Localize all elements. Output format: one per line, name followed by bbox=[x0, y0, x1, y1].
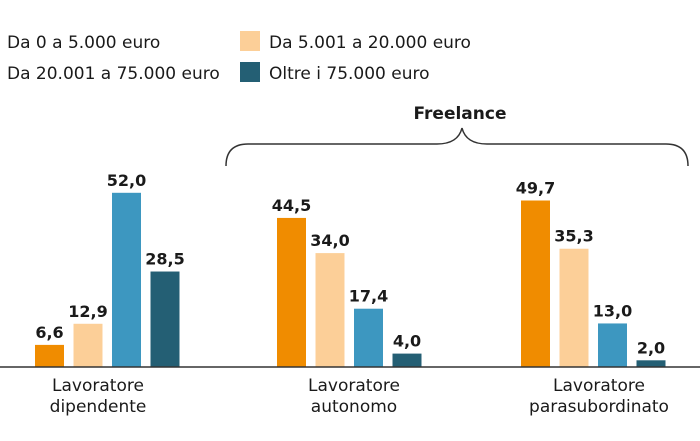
bar bbox=[392, 353, 422, 367]
legend-swatch bbox=[240, 62, 260, 82]
bar bbox=[598, 323, 627, 367]
bracket-line bbox=[225, 127, 689, 167]
bar bbox=[35, 344, 64, 367]
value-label: 28,5 bbox=[145, 250, 184, 269]
freelance-bracket: Freelance bbox=[225, 104, 689, 167]
category-label: Lavoratore parasubordinato bbox=[529, 376, 669, 417]
value-label: 52,0 bbox=[107, 171, 146, 190]
value-label: 49,7 bbox=[516, 179, 555, 198]
value-label: 17,4 bbox=[349, 287, 388, 306]
bracket-label: Freelance bbox=[414, 104, 507, 124]
bar bbox=[150, 271, 180, 367]
legend-label: Oltre i 75.000 euro bbox=[269, 64, 430, 84]
value-label: 34,0 bbox=[310, 231, 349, 250]
bars: 6,6 44,5 49,7 12,9 34,0 35,3 52,0 17,4 13,0 28,5 4… bbox=[35, 171, 666, 367]
value-label: 2,0 bbox=[637, 338, 665, 357]
value-label: 44,5 bbox=[272, 196, 311, 215]
bar bbox=[315, 253, 345, 367]
bar bbox=[354, 308, 383, 367]
bar bbox=[521, 200, 550, 367]
value-label: 6,6 bbox=[35, 323, 63, 342]
category-labels: Lavoratore dipendente Lavoratore autonomo La… bbox=[50, 376, 669, 417]
legend-label: Da 0 a 5.000 euro bbox=[7, 33, 160, 53]
value-label: 35,3 bbox=[554, 227, 593, 246]
bar bbox=[73, 323, 103, 367]
legend-swatch bbox=[240, 31, 260, 51]
bar bbox=[112, 192, 141, 367]
bar bbox=[277, 217, 306, 367]
category-label: Lavoratore dipendente bbox=[50, 376, 147, 417]
legend: Da 0 a 5.000 euro Da 5.001 a 20.000 euro D… bbox=[7, 31, 471, 84]
category-label: Lavoratore autonomo bbox=[308, 376, 400, 417]
legend-label: Da 20.001 a 75.000 euro bbox=[7, 64, 220, 84]
value-label: 13,0 bbox=[593, 301, 632, 320]
value-label: 12,9 bbox=[68, 302, 107, 321]
value-label: 4,0 bbox=[393, 332, 421, 351]
bar bbox=[559, 248, 589, 367]
legend-label: Da 5.001 a 20.000 euro bbox=[269, 33, 471, 53]
bar bbox=[636, 360, 666, 367]
